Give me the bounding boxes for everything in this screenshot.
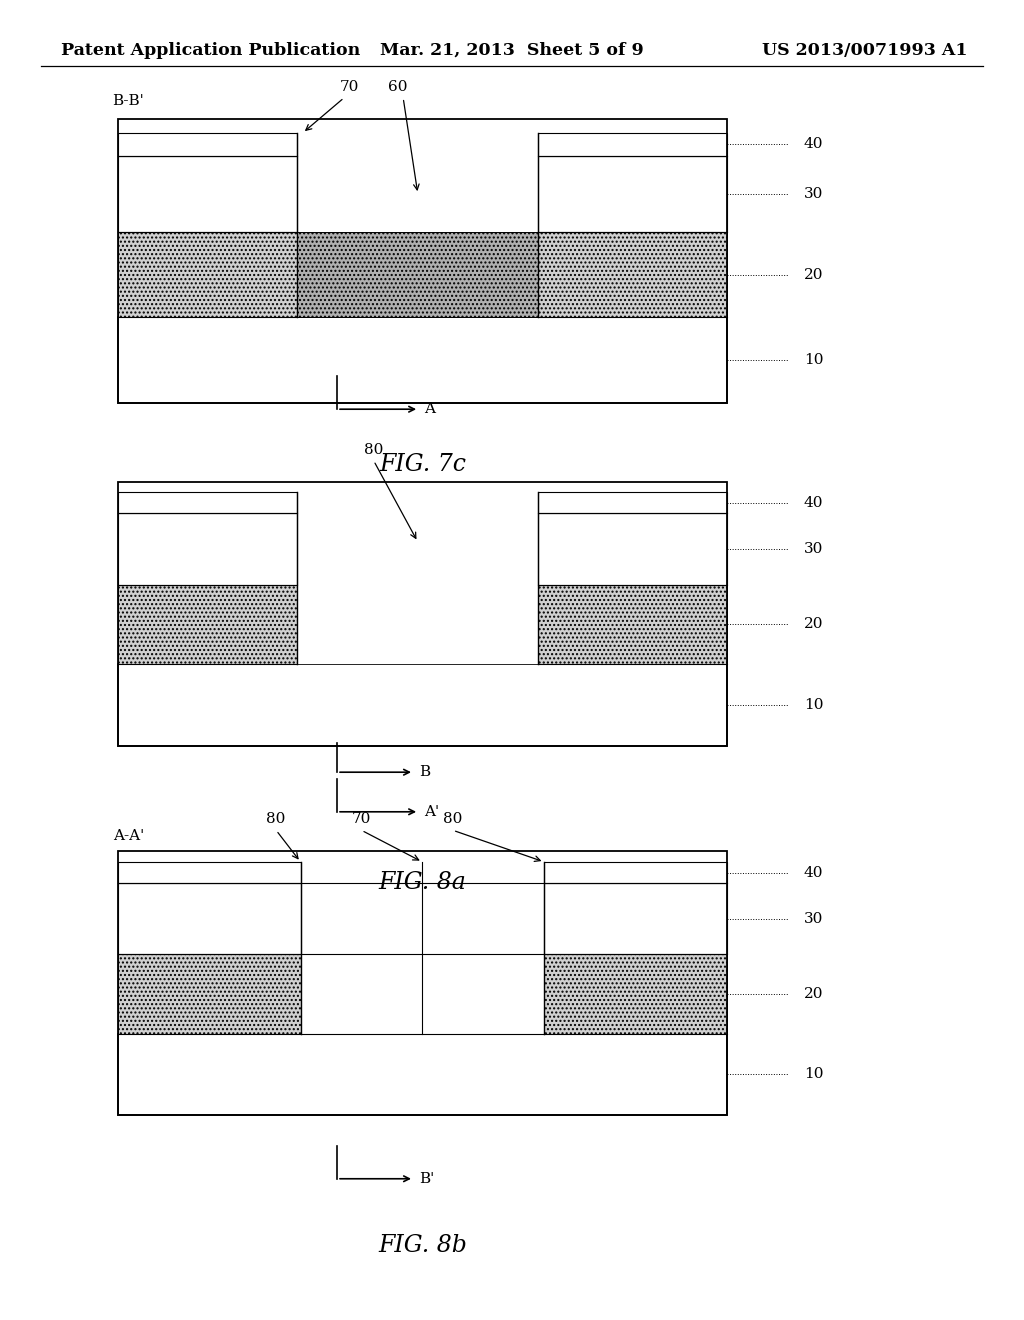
Bar (539, 492, 727, 513)
Text: Patent Application Publication: Patent Application Publication (61, 42, 360, 58)
Bar (118, 318, 727, 403)
Bar (118, 585, 298, 664)
Text: 40: 40 (804, 866, 823, 879)
Text: 10: 10 (804, 1068, 823, 1081)
Bar (118, 119, 727, 403)
Text: US 2013/0071993 A1: US 2013/0071993 A1 (762, 42, 968, 58)
Text: 80: 80 (443, 812, 463, 826)
Bar (301, 862, 545, 883)
Text: 80: 80 (364, 442, 383, 457)
Bar (301, 883, 545, 954)
Bar (118, 883, 301, 954)
Bar (118, 954, 301, 1034)
Bar (301, 954, 545, 1034)
Bar (545, 954, 727, 1034)
Text: A: A (424, 403, 435, 416)
Bar (298, 513, 539, 585)
Text: 20: 20 (804, 268, 823, 282)
Text: 10: 10 (804, 698, 823, 711)
Bar (118, 513, 298, 585)
Bar (539, 156, 727, 232)
Bar (298, 133, 539, 156)
Text: 40: 40 (804, 137, 823, 152)
Bar (298, 585, 539, 664)
Text: 10: 10 (804, 352, 823, 367)
Text: 40: 40 (804, 496, 823, 510)
Bar (118, 664, 727, 746)
Bar (118, 1034, 727, 1115)
Text: 70: 70 (340, 79, 359, 94)
Bar (118, 232, 298, 318)
Text: 20: 20 (804, 987, 823, 1001)
Bar (118, 492, 298, 513)
Text: B-B': B-B' (113, 94, 144, 108)
Bar (298, 156, 539, 232)
Text: FIG. 8b: FIG. 8b (378, 1234, 467, 1257)
Text: 20: 20 (804, 618, 823, 631)
Bar (545, 883, 727, 954)
Text: Mar. 21, 2013  Sheet 5 of 9: Mar. 21, 2013 Sheet 5 of 9 (380, 42, 644, 58)
Text: 80: 80 (266, 812, 286, 826)
Text: A': A' (424, 805, 439, 818)
Bar (118, 851, 727, 1115)
Bar (539, 133, 727, 156)
Text: 70: 70 (352, 812, 371, 826)
Bar (545, 862, 727, 883)
Bar (298, 232, 539, 318)
Text: FIG. 8a: FIG. 8a (379, 871, 466, 894)
Text: 60: 60 (388, 79, 408, 94)
Bar (539, 232, 727, 318)
Text: 30: 30 (804, 543, 823, 556)
Text: FIG. 7c: FIG. 7c (379, 453, 466, 475)
Text: A-A': A-A' (113, 829, 144, 843)
Text: B: B (419, 766, 430, 779)
Bar (118, 156, 298, 232)
Bar (539, 585, 727, 664)
Bar (118, 133, 298, 156)
Text: 30: 30 (804, 187, 823, 201)
Bar (118, 482, 727, 746)
Bar (298, 492, 539, 513)
Text: 30: 30 (804, 912, 823, 925)
Bar (118, 862, 301, 883)
Bar (539, 513, 727, 585)
Text: B': B' (419, 1172, 434, 1185)
